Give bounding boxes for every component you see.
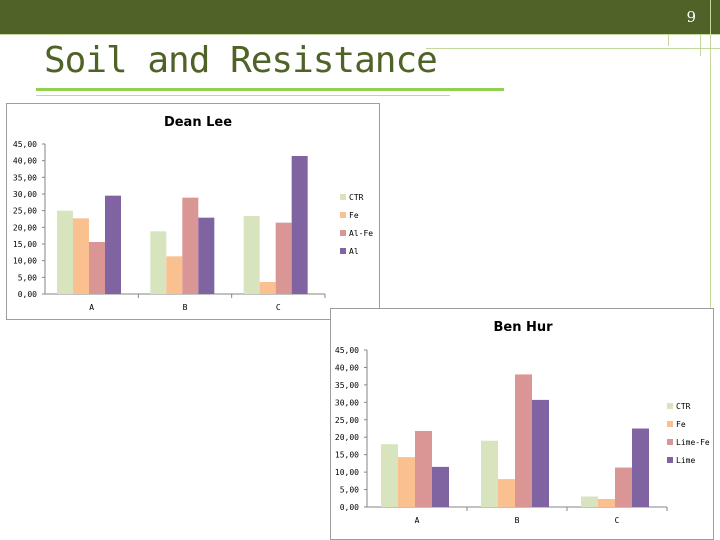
y-tick-label: 20,00	[13, 223, 37, 232]
y-tick-label: 0,00	[18, 290, 37, 299]
x-tick-label: B	[515, 516, 520, 525]
decorative-rule	[426, 36, 720, 49]
bar-fe-b	[498, 479, 515, 507]
legend-label-lime-fe: Lime-Fe	[676, 438, 710, 447]
bar-lime-a	[432, 466, 449, 507]
chart-title: Dean Lee	[164, 115, 232, 130]
page-number: 9	[686, 8, 696, 26]
y-tick-label: 45,00	[335, 346, 359, 355]
bar-lime-fe-c	[615, 467, 632, 507]
bar-al-c	[291, 156, 308, 294]
x-tick-label: A	[89, 303, 94, 312]
legend-swatch-ctr	[667, 403, 673, 409]
bar-ctr-a	[57, 210, 73, 294]
x-tick-label: B	[183, 303, 188, 312]
chart-ben-hur-canvas: Ben Hur 0,00 5,00 10,00 15,00 20,00 25,00 30,00…	[335, 320, 710, 525]
legend-label-al: Al	[349, 247, 359, 256]
bar-fe-a	[73, 218, 89, 294]
bar-lime-b	[532, 399, 549, 507]
legend-label-al-fe: Al-Fe	[349, 229, 373, 238]
legend-label-ctr: CTR	[676, 402, 691, 411]
chart-title: Ben Hur	[493, 320, 553, 335]
legend-label-fe: Fe	[676, 420, 686, 429]
y-tick-label: 40,00	[335, 363, 359, 372]
bar-al-fe-c	[275, 222, 292, 294]
chart-dean-lee-canvas: Dean Lee 0,00 5,00 10,00 15,00 20,00 25,00 30,0…	[13, 115, 373, 312]
decorative-tick	[668, 34, 669, 46]
legend-swatch-fe	[340, 212, 346, 218]
legend-label-lime: Lime	[676, 456, 695, 465]
y-tick-label: 35,00	[335, 381, 359, 390]
slide-title: Soil and Resistance	[44, 40, 438, 81]
bar-ctr-b	[150, 231, 167, 294]
bar-al-fe-b	[182, 197, 199, 294]
legend-swatch-al-fe	[340, 230, 346, 236]
bar-fe-c	[598, 498, 615, 507]
bar-ctr-c	[581, 496, 598, 507]
x-tick-label: C	[615, 516, 620, 525]
y-tick-label: 15,00	[13, 240, 37, 249]
y-tick-label: 30,00	[335, 398, 359, 407]
bar-fe-c	[259, 282, 276, 294]
y-tick-label: 25,00	[13, 207, 37, 216]
bar-fe-a	[398, 457, 415, 507]
title-underline	[36, 88, 504, 91]
x-tick-label: A	[415, 516, 420, 525]
bar-fe-b	[166, 256, 183, 294]
chart-dean-lee: Dean Lee 0,00 5,00 10,00 15,00 20,00 25,00 30,0…	[6, 103, 380, 320]
legend-swatch-fe	[667, 421, 673, 427]
x-tick-label: C	[276, 303, 281, 312]
header-rule	[0, 34, 720, 35]
y-tick-label: 40,00	[13, 157, 37, 166]
bar-ctr-a	[381, 444, 398, 507]
right-margin-line	[710, 0, 711, 540]
bar-lime-fe-a	[415, 430, 432, 507]
y-tick-label: 25,00	[335, 416, 359, 425]
bar-ctr-c	[243, 216, 260, 294]
legend-swatch-al	[340, 248, 346, 254]
y-tick-label: 35,00	[13, 173, 37, 182]
bar-ctr-b	[481, 440, 498, 507]
bar-lime-c	[632, 428, 649, 507]
y-tick-label: 10,00	[335, 468, 359, 477]
y-tick-label: 20,00	[335, 433, 359, 442]
chart-ben-hur: Ben Hur 0,00 5,00 10,00 15,00 20,00 25,00 30,00…	[330, 308, 714, 540]
legend-label-fe: Fe	[349, 211, 359, 220]
legend-label-ctr: CTR	[349, 193, 364, 202]
y-tick-label: 10,00	[13, 257, 37, 266]
y-tick-label: 5,00	[18, 273, 37, 282]
bar-al-a	[105, 195, 121, 294]
bar-al-b	[198, 217, 215, 294]
y-tick-label: 15,00	[335, 451, 359, 460]
legend-swatch-lime-fe	[667, 439, 673, 445]
bar-lime-fe-b	[515, 374, 532, 507]
y-tick-label: 30,00	[13, 190, 37, 199]
decorative-tick	[700, 34, 701, 56]
y-tick-label: 0,00	[340, 503, 359, 512]
y-tick-label: 5,00	[340, 486, 359, 495]
header-bar: 9	[0, 0, 720, 34]
title-underline-thin	[36, 95, 450, 96]
bar-al-fe-a	[89, 242, 105, 294]
y-tick-label: 45,00	[13, 140, 37, 149]
legend-swatch-ctr	[340, 194, 346, 200]
legend-swatch-lime	[667, 457, 673, 463]
